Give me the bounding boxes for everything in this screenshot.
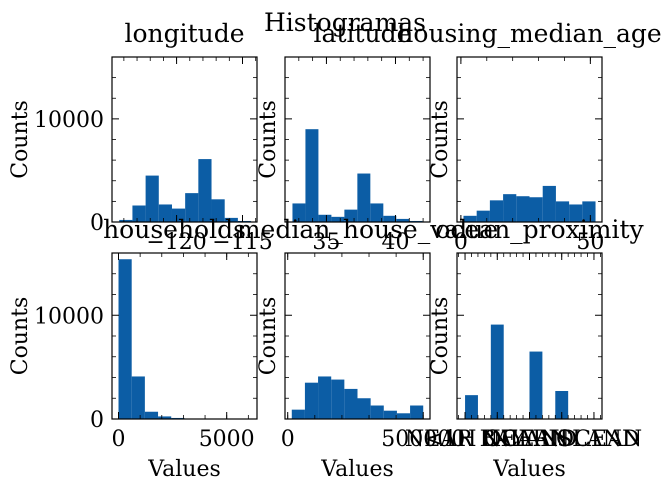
histogram-bar: [291, 409, 305, 419]
x-tick-label: <1H OCEAN: [425, 427, 570, 452]
histogram-bar: [396, 413, 411, 419]
histogram-bar: [529, 197, 543, 222]
histogram-bar: [357, 173, 371, 222]
x-tick-label: NEAR OCEAN: [481, 427, 642, 452]
y-tick-label: 0: [90, 211, 104, 236]
histogram-bar: [331, 379, 345, 419]
histogram-bar: [370, 203, 384, 222]
histogram-panel-housing_median_age: 0 50 housing_median_age Counts: [397, 19, 661, 255]
histogram-bar: [292, 203, 306, 222]
histogram-bar: [132, 205, 146, 222]
histogram-bar: [582, 201, 596, 223]
histogram-bar: [542, 185, 556, 222]
x-tick-label: −120: [146, 230, 206, 255]
y-axis-label: Counts: [8, 100, 33, 179]
histogram-bar: [383, 410, 397, 419]
x-tick-label: 0: [281, 427, 295, 452]
subplot-title: households: [103, 215, 246, 244]
histogram-bar: [331, 216, 345, 222]
histogram-bar: [569, 204, 583, 222]
histogram-bar: [158, 416, 172, 419]
x-tick-label: 40: [381, 230, 409, 255]
histogram-bar: [529, 351, 543, 419]
x-tick-label: −115: [212, 230, 272, 255]
histogram-bar: [396, 218, 410, 222]
x-tick-label: 0: [454, 230, 468, 255]
histogram-bar: [490, 324, 504, 419]
histogram-bar: [145, 175, 159, 222]
histogram-bar: [185, 193, 199, 223]
y-axis-label: Counts: [256, 297, 281, 376]
histogram-bar: [144, 411, 159, 419]
y-axis-label: Counts: [256, 100, 281, 179]
x-tick-label: NEAR BAY: [405, 427, 526, 452]
histogram-bar: [344, 388, 358, 419]
subplot-title: longitude: [124, 19, 244, 48]
x-tick-label: 0: [111, 427, 125, 452]
y-axis-label: Counts: [8, 297, 33, 376]
histogram-bar: [305, 129, 319, 222]
figure-title: Histogramas: [264, 8, 426, 37]
x-axis-label: Values: [147, 457, 221, 482]
histogram-panel-median_house_value: 0 500000 median_house_value Counts Values: [237, 215, 498, 482]
histogram-bar: [489, 200, 504, 222]
histogram-bar: [118, 259, 132, 419]
histogram-bar: [318, 376, 332, 419]
histogram-bar: [383, 215, 397, 222]
histogram-bar: [224, 217, 238, 223]
y-axis-label: Counts: [428, 100, 453, 179]
histogram-bar: [503, 194, 517, 222]
x-tick-label: 35: [312, 230, 340, 255]
x-tick-label: 50: [576, 230, 604, 255]
histogram-bar: [516, 196, 530, 222]
histogram-bar: [198, 159, 212, 222]
x-tick-label: 5000: [199, 427, 255, 452]
x-axis-label: Values: [320, 457, 394, 482]
axes-frame: [111, 56, 258, 223]
subplot-title: median_house_value: [237, 215, 498, 244]
y-tick-label: 0: [90, 408, 104, 433]
histogram-bar: [463, 215, 477, 222]
histogram-bar: [476, 210, 490, 222]
histogram-bar: [410, 405, 424, 419]
y-tick-label: 10000: [34, 108, 104, 133]
histogram-panel-latitude: 35 40 latitude Counts: [256, 19, 431, 255]
x-tick-label: 500000: [381, 427, 465, 452]
x-axis-label: Values: [492, 457, 566, 482]
subplot-title: latitude: [314, 19, 412, 48]
histogram-bar: [318, 214, 332, 222]
histogram-bar: [465, 395, 478, 419]
histogram-bar: [211, 199, 225, 222]
histogram-panel-households: 0 10000 0 5000 households Counts Values: [8, 215, 258, 482]
y-tick-label: 10000: [34, 304, 104, 329]
subplot-title: ocean_proximity: [435, 215, 644, 244]
x-tick-label: ISLAND: [548, 427, 639, 452]
histogram-bar: [555, 201, 570, 223]
histogram-bar: [131, 376, 145, 419]
histogram-bar: [357, 398, 371, 419]
y-axis-label: Counts: [428, 297, 453, 376]
histogram-panel-longitude: 0 10000 −120 −115 longitude Counts: [8, 19, 273, 255]
histogram-bar: [119, 219, 133, 222]
x-tick-label: INLAND: [482, 427, 577, 452]
histogram-bar: [555, 390, 569, 419]
subplot-title: housing_median_age: [397, 19, 661, 48]
histogram-bar: [171, 208, 186, 222]
histogram-bar: [370, 405, 384, 419]
histogram-bar: [304, 382, 319, 419]
histogram-bar: [158, 204, 172, 222]
